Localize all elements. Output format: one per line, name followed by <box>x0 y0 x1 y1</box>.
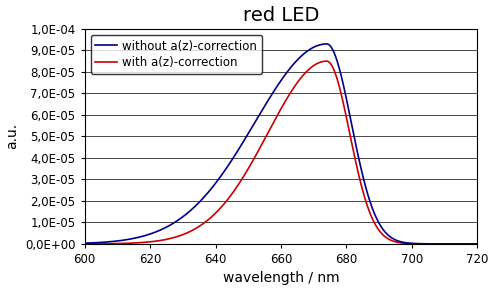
with a(z)-correction <box>474 242 480 246</box>
without a(z)-correction <box>474 242 480 246</box>
without a(z)-correction <box>150 231 156 235</box>
with a(z)-correction <box>467 242 473 246</box>
with a(z)-correction <box>324 59 329 63</box>
with a(z)-correction <box>150 240 156 243</box>
without a(z)-correction <box>126 237 132 241</box>
Y-axis label: a.u.: a.u. <box>5 123 20 150</box>
without a(z)-correction <box>232 153 238 157</box>
X-axis label: wavelength / nm: wavelength / nm <box>223 272 339 285</box>
Line: without a(z)-correction: without a(z)-correction <box>84 44 477 244</box>
with a(z)-correction <box>249 160 255 164</box>
Line: with a(z)-correction: with a(z)-correction <box>84 61 477 244</box>
without a(z)-correction <box>324 42 329 46</box>
without a(z)-correction <box>249 125 255 129</box>
Title: red LED: red LED <box>243 6 319 24</box>
without a(z)-correction <box>424 242 430 246</box>
without a(z)-correction <box>467 242 473 246</box>
with a(z)-correction <box>424 242 430 246</box>
with a(z)-correction <box>82 242 87 246</box>
with a(z)-correction <box>126 242 132 245</box>
without a(z)-correction <box>82 242 87 245</box>
with a(z)-correction <box>232 187 238 191</box>
Legend: without a(z)-correction, with a(z)-correction: without a(z)-correction, with a(z)-corre… <box>90 35 262 74</box>
